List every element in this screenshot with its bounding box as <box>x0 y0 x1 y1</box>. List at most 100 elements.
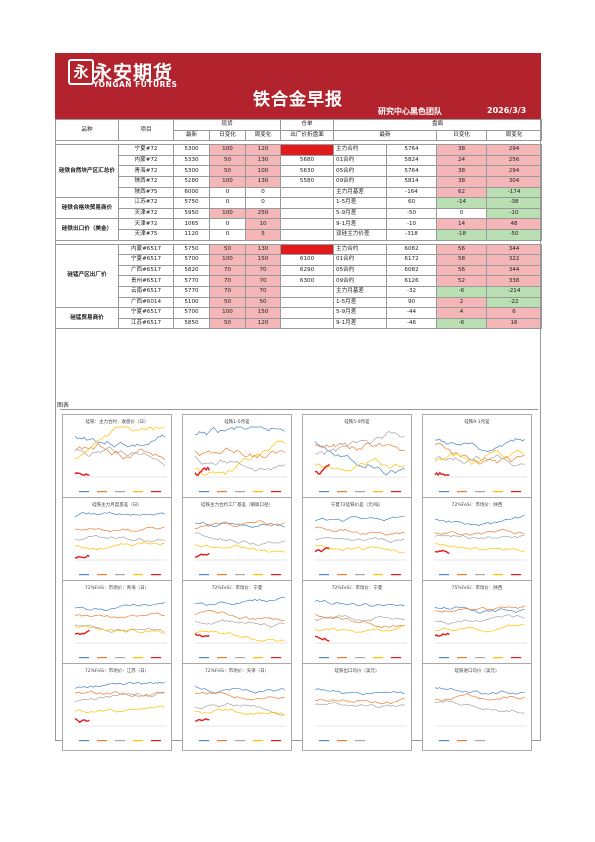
futures-week-change: -50 <box>486 228 543 241</box>
futures-latest: 5764 <box>386 165 438 177</box>
chart-series-line <box>314 613 405 628</box>
chart-series-line <box>315 698 405 705</box>
chart-legend-swatch <box>79 574 89 576</box>
charts-section-label: 图表 <box>57 402 70 409</box>
chart-series-line <box>434 687 525 695</box>
chart-series-line <box>74 691 165 703</box>
table-row: 硅铁合格块贸易商价 江苏#72 5750 0 0 1-5月差 60 -14 -38 <box>55 197 543 220</box>
chart-legend-swatch <box>217 740 227 742</box>
chart-plot <box>194 426 287 493</box>
chart-series-line <box>314 526 405 536</box>
chart-series-line <box>74 446 165 467</box>
spot-week-change: 0 <box>244 197 282 209</box>
chart-series-line <box>194 532 285 546</box>
table-row: 内蒙#72 5330 50 130 5680 01合约 5824 24 256 <box>56 154 543 167</box>
table-row: 硅锰产区出厂价 内蒙#6517 5750 50 130 主力合约 6082 56 344 <box>55 243 543 309</box>
header-spot-week: 周变化 <box>244 129 282 142</box>
spot-day-change: 100 <box>209 207 246 220</box>
company-logo-mark: 永 <box>68 59 94 85</box>
spot-day-change: 70 <box>209 285 246 298</box>
receipt-price <box>280 307 335 319</box>
chart-thumbnail: 72%FeSi：市场价：宁夏 <box>302 580 412 668</box>
futures-day-change: 38 <box>436 175 488 188</box>
row-item: 宁夏#72 <box>118 144 174 156</box>
row-item: 天津#72 <box>118 218 174 230</box>
chart-thumbnail: 72%FeSi：市场价：陕西 <box>422 497 532 585</box>
chart-legend-swatch <box>337 740 347 742</box>
receipt-price <box>280 296 335 309</box>
receipt-price: 5630 <box>280 165 335 177</box>
chart-legend-swatch <box>271 491 281 493</box>
chart-title: 硅铁进口均价（美元） <box>454 669 500 674</box>
spot-latest: 5300 <box>173 144 210 156</box>
contract-name: 5-9月差 <box>333 307 388 319</box>
chart-series-line <box>434 542 525 552</box>
chart-legend-swatch <box>151 740 161 742</box>
chart-legend-swatch <box>319 657 329 659</box>
team-name: 研究中心黑色团队 <box>378 107 442 116</box>
chart-legend-swatch <box>271 574 281 576</box>
chart-legend-swatch <box>439 657 449 659</box>
spot-latest: 5300 <box>173 165 210 177</box>
futures-day-change: -6 <box>436 285 488 298</box>
futures-latest: 6082 <box>386 243 438 256</box>
chart-legend-swatch <box>199 574 209 576</box>
price-table: 品种 项目 现货 仓单 盘面 最新 日变化 周变化 出厂价折盘面 最新 日变化 … <box>55 118 543 330</box>
spot-day-change: 70 <box>209 275 246 287</box>
chart-legend-swatch <box>337 574 347 576</box>
spot-latest: 5770 <box>173 285 210 298</box>
chart-plot <box>314 688 407 742</box>
row-item: 贵州#6517 <box>118 275 174 287</box>
chart-series-line <box>434 454 525 467</box>
futures-latest: -50 <box>386 207 438 220</box>
contract-name: 1-5月差 <box>333 296 388 309</box>
spot-week-change: 70 <box>244 275 282 287</box>
chart-plot <box>314 516 407 576</box>
futures-day-change: 14 <box>436 218 488 230</box>
receipt-price: 6100 <box>280 254 335 266</box>
chart-title: 硅铁5-9月差 <box>344 420 370 425</box>
spot-week-change: 70 <box>244 285 282 298</box>
chart-title: 72%FeSi：市场价：陕西 <box>451 503 503 508</box>
futures-week-change: 294 <box>486 165 543 177</box>
chart-legend-swatch <box>97 491 107 493</box>
spot-week-change: 150 <box>244 254 282 266</box>
spot-latest: 5950 <box>173 207 210 220</box>
row-group-label: 硅锰产区出厂价 <box>55 243 119 309</box>
futures-latest: -10 <box>386 218 438 230</box>
header-item: 项目 <box>118 118 174 142</box>
spot-latest: 5280 <box>173 175 210 188</box>
spot-week-change: 5 <box>244 228 282 241</box>
chart-series-line <box>434 443 525 465</box>
chart-series-line <box>74 690 165 697</box>
chart-series-line <box>194 619 285 628</box>
chart-thumbnail: 宁夏72硅铁价差（元/吨） <box>302 497 412 585</box>
futures-week-change: 16 <box>486 317 543 330</box>
charts-grid: 硅铁：主力合约：收盘价（日） 硅铁1-5月差 硅铁5-9月差 硅铁9-1月差 硅铁主力月… <box>60 409 538 751</box>
spot-week-change: 100 <box>244 165 282 177</box>
receipt-price <box>280 218 335 230</box>
chart-series-line <box>194 440 285 476</box>
chart-legend-swatch <box>97 657 107 659</box>
chart-series-line <box>314 635 330 642</box>
chart-legend-swatch <box>79 657 89 659</box>
chart-legend-swatch <box>199 657 209 659</box>
chart-thumbnail: 硅铁：主力合约：收盘价（日） <box>62 414 172 502</box>
spot-week-change: 120 <box>244 317 282 330</box>
chart-series-line <box>195 520 285 529</box>
futures-week-change: 338 <box>486 275 543 287</box>
spot-day-change: 100 <box>209 307 246 319</box>
chart-legend-swatch <box>457 491 467 493</box>
receipt-price: 6290 <box>280 264 335 277</box>
row-item: 云南#6517 <box>118 285 174 298</box>
receipt-price <box>280 186 335 199</box>
chart-plot <box>434 687 527 742</box>
table-row: 云南#6517 5770 70 70 主力月基差 -32 -6 -214 <box>56 285 543 298</box>
contract-name: 主力月基差 <box>333 186 388 199</box>
table-row: 陕西#72 5280 100 130 5580 09合约 5814 38 304 <box>56 175 543 188</box>
chart-title: 72%FeSi：市场价：天津（日） <box>204 669 270 674</box>
chart-series-line <box>314 625 405 633</box>
chart-series-line <box>74 601 165 611</box>
header-ex-factory: 出厂价折盘面 <box>280 129 335 142</box>
chart-series-line <box>74 629 90 636</box>
